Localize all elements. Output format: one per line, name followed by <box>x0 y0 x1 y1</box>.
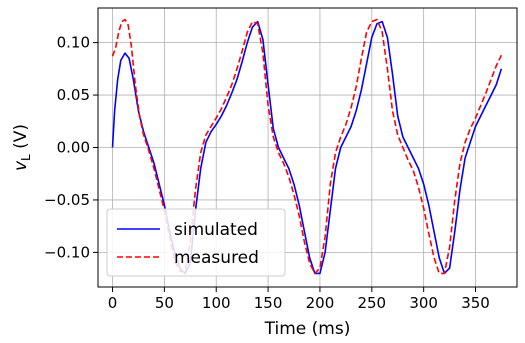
y-axis-label-unit: (V) <box>11 124 31 154</box>
legend-label-simulated: simulated <box>174 220 258 240</box>
ticks: 0 50 100 150 200 250 300 350 −0.10 −0.05 0.00 0.05 0… <box>44 34 490 312</box>
y-tick-label: 0.05 <box>57 86 90 104</box>
y-axis-label: vL (V) <box>11 124 33 171</box>
legend-box <box>106 208 286 277</box>
x-tick-label: 50 <box>155 294 174 312</box>
y-tick-label: −0.10 <box>44 243 90 261</box>
y-axis-label-subscript: L <box>19 154 33 161</box>
y-axis-label-symbol: v <box>11 160 31 171</box>
x-tick-label: 100 <box>202 294 231 312</box>
x-axis-label: Time (ms) <box>264 319 351 339</box>
legend: simulated measured <box>106 208 286 277</box>
x-tick-label: 200 <box>306 294 335 312</box>
x-tick-label: 150 <box>254 294 283 312</box>
y-tick-label: 0.10 <box>57 34 90 52</box>
y-tick-label: −0.05 <box>44 191 90 209</box>
legend-label-measured: measured <box>174 248 259 268</box>
x-tick-label: 300 <box>409 294 438 312</box>
x-tick-label: 350 <box>461 294 490 312</box>
x-tick-label: 0 <box>108 294 118 312</box>
x-tick-label: 250 <box>357 294 386 312</box>
y-tick-label: 0.00 <box>57 139 90 157</box>
